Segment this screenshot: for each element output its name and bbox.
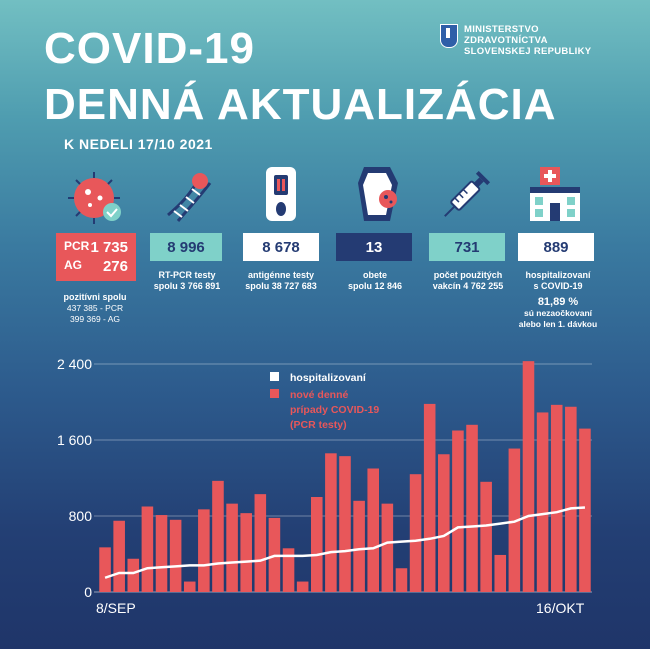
pcr-label: PCR	[64, 239, 90, 253]
cases-bar	[353, 500, 365, 592]
chart-legend: hospitalizovaní nové denné prípady COVID…	[270, 372, 379, 431]
coffin-icon	[358, 167, 398, 221]
cases-bar	[99, 547, 111, 592]
cases-bar	[508, 448, 521, 592]
cases-bar	[183, 581, 196, 592]
cases-bar	[169, 519, 182, 592]
legend-bar-label-2: prípady COVID-19	[290, 404, 379, 416]
antigen-caption-block: antigénne testy spolu 38 727 683	[236, 270, 326, 292]
cases-bar	[226, 503, 238, 592]
hospital-unvaccinated-pct: 81,89 %	[537, 296, 579, 308]
ministry-line-2: ZDRAVOTNÍCTVA	[464, 35, 548, 46]
hospital-caption-2: s COVID-19	[533, 281, 583, 291]
cases-bar	[494, 554, 507, 592]
virus-icon	[68, 172, 121, 224]
cases-bar	[141, 506, 154, 592]
x-end-label: 16/OKT	[536, 600, 585, 616]
positive-cases-box: PCR 1 735 AG 276	[56, 233, 136, 281]
cases-bar	[522, 361, 535, 592]
cases-bar	[339, 456, 351, 592]
legend-bar-label-3: (PCR testy)	[290, 419, 347, 431]
hospital-caption-1: hospitalizovaní	[525, 270, 591, 280]
cases-bar	[127, 558, 140, 592]
cases-bar	[212, 480, 224, 592]
ag-value: 276	[102, 258, 128, 275]
y-tick-label: 2 400	[57, 356, 92, 372]
antigen-caption: antigénne testy	[247, 270, 314, 280]
y-axis-labels: 0 800 1 600 2 400	[57, 356, 92, 600]
y-tick-label: 0	[84, 584, 92, 600]
legend-line-label: hospitalizovaní	[290, 372, 367, 384]
rtpcr-total: spolu 3 766 891	[153, 281, 221, 291]
cases-bar	[466, 424, 478, 592]
vaccines-box: 731	[429, 233, 505, 261]
positive-caption-block: pozitívni spolu 437 385 - PCR 399 369 - …	[50, 292, 140, 325]
cases-bar	[367, 468, 380, 592]
cases-bar	[452, 430, 464, 592]
ministry-logo: MINISTERSTVO ZDRAVOTNÍCTVA SLOVENSKEJ RE…	[440, 24, 591, 57]
antigen-box: 8 678	[243, 233, 319, 261]
title-line-2: DENNÁ AKTUALIZÁCIA	[44, 80, 557, 129]
ag-label: AG	[64, 258, 82, 272]
x-start-label: 8/SEP	[96, 600, 136, 616]
cases-bar	[325, 453, 337, 592]
ministry-line-1: MINISTERSTVO	[464, 24, 539, 35]
cases-bar	[296, 581, 309, 592]
hospital-icon	[530, 167, 580, 221]
hospital-caption-block: hospitalizovaní s COVID-19 81,89 % sú ne…	[512, 270, 604, 330]
hospital-note-1: sú nezaočkovaní	[523, 308, 593, 318]
cases-bar	[310, 497, 323, 592]
vaccines-caption: počet použitých	[433, 270, 503, 280]
cases-bar	[409, 474, 422, 592]
legend-line-swatch	[270, 372, 279, 381]
cases-bar	[282, 548, 295, 592]
vaccines-total: vakcín 4 762 255	[432, 281, 504, 291]
deaths-total: spolu 12 846	[347, 281, 403, 291]
rtpcr-box: 8 996	[150, 233, 222, 261]
positive-caption: pozitívni spolu	[63, 292, 127, 302]
chart-bars	[99, 361, 591, 592]
cases-bar	[536, 412, 549, 592]
cases-bar	[113, 520, 125, 592]
cases-bar	[381, 503, 394, 592]
syringe-icon	[444, 170, 491, 217]
pcr-value: 1 735	[90, 239, 128, 256]
cases-bar	[155, 515, 168, 592]
deaths-caption-block: obete spolu 12 846	[330, 270, 420, 292]
rtpcr-caption: RT-PCR testy	[158, 270, 216, 280]
dna-icon	[167, 173, 212, 222]
vaccines-caption-block: počet použitých vakcín 4 762 255	[422, 270, 514, 292]
ministry-line-3: SLOVENSKEJ REPUBLIKY	[464, 46, 592, 57]
slovak-crest-icon	[440, 24, 458, 48]
cases-bar	[480, 481, 492, 592]
test-cassette-icon	[266, 167, 296, 221]
cases-bar	[550, 404, 563, 592]
cases-chart: 0 800 1 600 2 400 8/SEP 16/OKT hospitalizov…	[57, 356, 592, 616]
cases-bar	[579, 428, 591, 592]
deaths-box: 13	[336, 233, 412, 261]
cases-bar	[254, 494, 267, 592]
y-tick-label: 1 600	[57, 432, 92, 448]
positive-total-ag: 399 369 - AG	[69, 314, 121, 324]
rtpcr-caption-block: RT-PCR testy spolu 3 766 891	[142, 270, 232, 292]
cases-bar	[565, 406, 577, 592]
cases-bar	[240, 513, 252, 592]
y-tick-label: 800	[69, 508, 93, 524]
antigen-total: spolu 38 727 683	[245, 281, 317, 291]
legend-bar-swatch	[270, 389, 279, 398]
hospitalized-line	[104, 506, 586, 579]
title-line-1: COVID-19	[44, 24, 255, 73]
legend-bar-label-1: nové denné	[290, 389, 349, 401]
report-date: K NEDELI 17/10 2021	[64, 136, 213, 152]
cases-bar	[198, 509, 210, 592]
positive-total-pcr: 437 385 - PCR	[66, 303, 124, 313]
deaths-caption: obete	[362, 270, 387, 280]
hospital-note-2: alebo len 1. dávkou	[518, 319, 598, 329]
hospital-box: 889	[518, 233, 594, 261]
cases-bar	[423, 403, 436, 592]
cases-bar	[438, 454, 450, 592]
cases-bar	[395, 568, 408, 592]
